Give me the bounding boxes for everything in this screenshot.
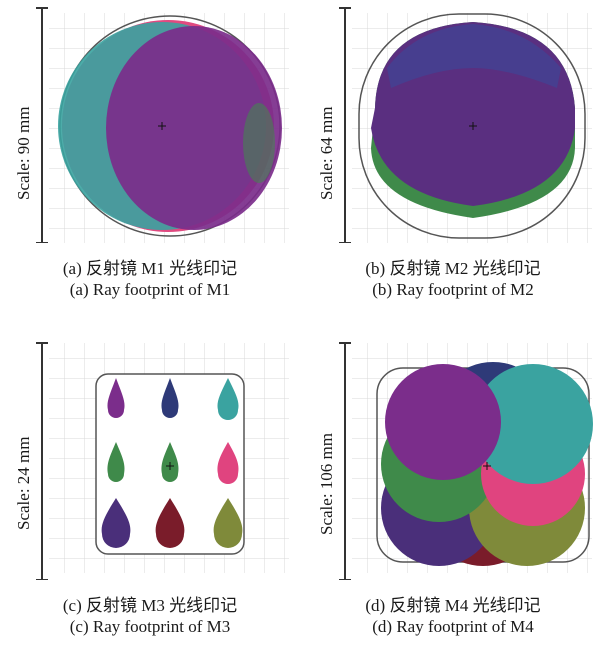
scale-bar (36, 7, 50, 243)
caption-en: (d) Ray footprint of M4 (372, 617, 534, 636)
caption-cn: (d) 反射镜 M4 光线印记 (365, 596, 541, 615)
scale-label: Scale: 24 mm (14, 436, 33, 530)
caption-cn: (c) 反射镜 M3 光线印记 (62, 596, 238, 615)
scale-bar (339, 7, 353, 243)
caption-en: (b) Ray footprint of M2 (372, 280, 534, 299)
caption-en: (a) Ray footprint of M1 (69, 280, 231, 299)
ray-footprint-plot (352, 13, 592, 243)
caption-en: (c) Ray footprint of M3 (69, 617, 231, 636)
ray-footprint-plot (49, 13, 289, 243)
scale-bar (36, 342, 50, 580)
scale-bar (339, 342, 353, 580)
scale-label: Scale: 64 mm (317, 106, 336, 200)
caption-cn: (b) 反射镜 M2 光线印记 (365, 259, 541, 278)
caption-cn: (a) 反射镜 M1 光线印记 (62, 259, 238, 278)
scale-label: Scale: 90 mm (14, 106, 33, 200)
scale-label: Scale: 106 mm (317, 433, 336, 535)
ray-footprint-plot (352, 343, 593, 573)
ray-footprint-plot (49, 343, 289, 573)
